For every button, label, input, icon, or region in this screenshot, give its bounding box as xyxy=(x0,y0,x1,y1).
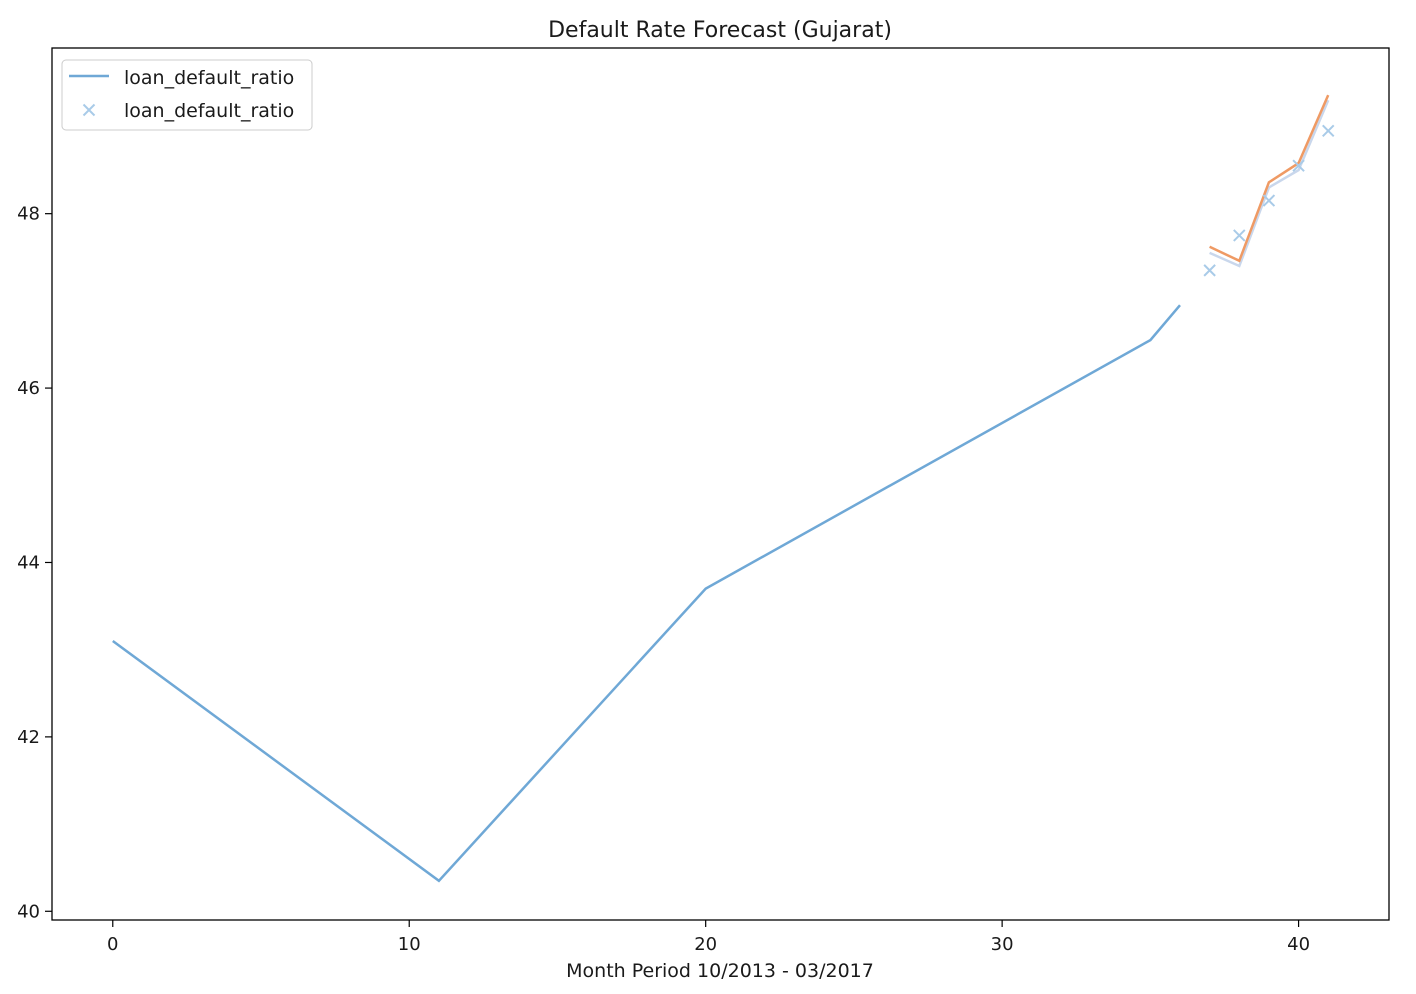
data-point-x-marker xyxy=(1203,264,1216,277)
y-axis-ticks: 40 42 44 46 48 xyxy=(17,204,52,922)
y-tick-label: 44 xyxy=(17,552,40,573)
series-layer xyxy=(112,94,1335,883)
y-tick-label: 42 xyxy=(17,727,40,748)
x-axis-ticks: 0 10 20 30 40 xyxy=(107,920,1310,955)
x-tick-label: 40 xyxy=(1287,934,1310,955)
x-tick-label: 0 xyxy=(107,934,118,955)
series-line xyxy=(1209,94,1330,263)
series-line xyxy=(1209,99,1330,268)
y-tick-label: 46 xyxy=(17,378,40,399)
legend-line-label: loan_default_ratio xyxy=(124,67,294,89)
legend-marker-label: loan_default_ratio xyxy=(124,100,294,122)
plot-area-frame xyxy=(51,47,1390,921)
chart-title: Default Rate Forecast (Gujarat) xyxy=(548,18,892,43)
data-point-x-marker xyxy=(1233,229,1246,242)
data-point-x-marker xyxy=(1292,159,1305,172)
legend-box xyxy=(61,59,313,131)
legend-x-marker-icon xyxy=(82,103,96,117)
legend-marker-swatch xyxy=(82,103,96,117)
y-tick-label: 48 xyxy=(17,204,40,225)
x-tick-label: 10 xyxy=(398,934,421,955)
legend: loan_default_ratio loan_default_ratio xyxy=(61,59,313,131)
data-point-x-marker xyxy=(1322,124,1335,138)
x-tick-label: 30 xyxy=(991,934,1014,955)
x-tick-label: 20 xyxy=(694,934,717,955)
x-axis-label: Month Period 10/2013 - 03/2017 xyxy=(566,960,874,982)
data-point-x-marker xyxy=(1262,194,1276,207)
series-line xyxy=(112,304,1181,883)
y-tick-label: 40 xyxy=(17,901,40,922)
